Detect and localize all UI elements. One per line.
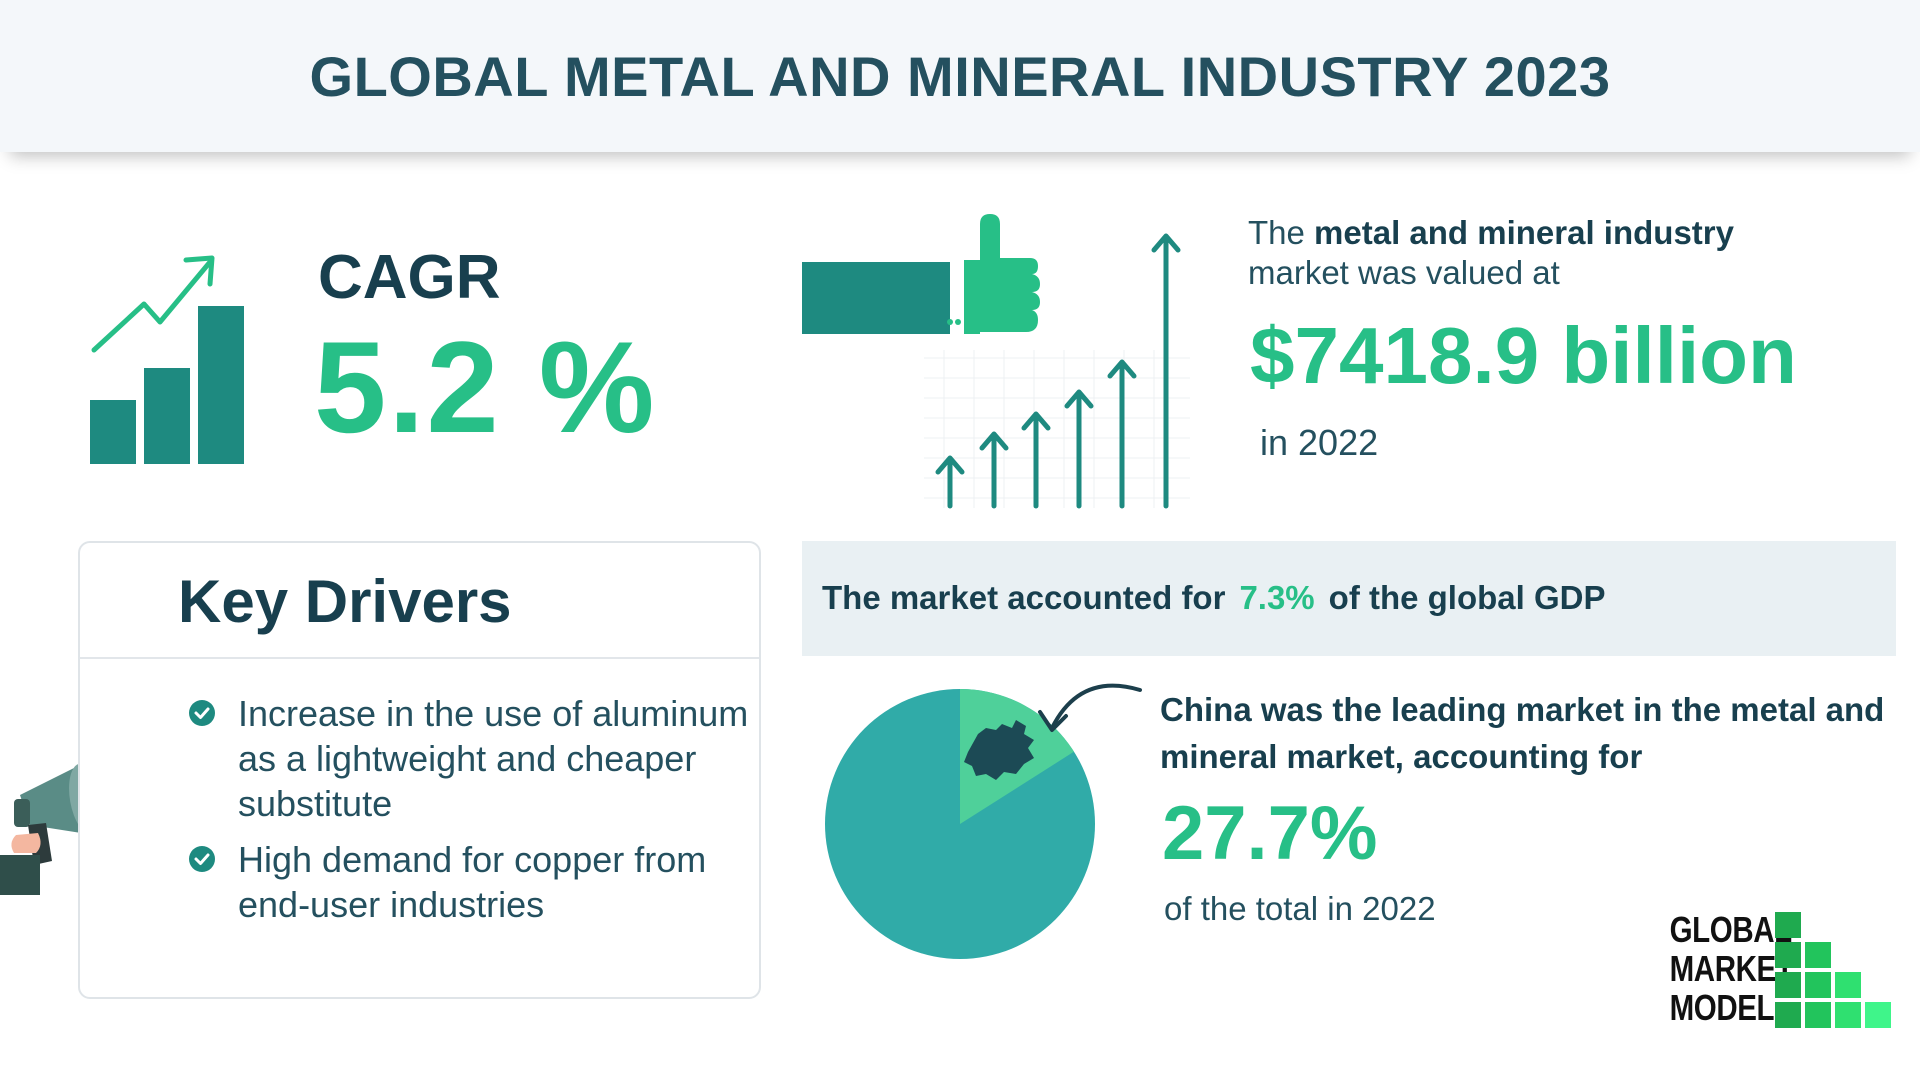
market-value-intro-bold: metal and mineral industry (1314, 214, 1734, 251)
logo-line: MARKET (1669, 948, 1794, 989)
china-share-value: 27.7% (1162, 791, 1378, 876)
pointer-arrow-icon (1050, 683, 1142, 730)
market-value: $7418.9 billion (1250, 311, 1797, 400)
key-drivers-title: Key Drivers (178, 568, 512, 635)
logo-blocks-icon (1775, 912, 1891, 1028)
market-value-intro: The metal and mineral industry (1248, 214, 1734, 252)
logo-line: GLOBAL (1669, 909, 1793, 950)
logo-line: MODEL (1669, 987, 1775, 1028)
growth-chart-icon (90, 255, 244, 464)
gdp-share-prefix: The market accounted for (822, 579, 1226, 616)
china-map-icon (964, 720, 1034, 780)
page-title: GLOBAL METAL AND MINERAL INDUSTRY 2023 (309, 44, 1611, 108)
key-drivers-header: Key Drivers (80, 543, 759, 659)
key-drivers-card: Key Drivers Increase in the use of alumi… (78, 541, 761, 999)
cagr-value: 5.2 % (314, 314, 657, 460)
gdp-share-banner: The market accounted for 7.3% of the globa… (802, 541, 1896, 656)
key-driver-item-2: High demand for copper from end-user ind… (238, 839, 707, 925)
key-driver-item-1: Increase in the use of aluminum as a lig… (238, 693, 749, 824)
check-circle-icon (189, 700, 215, 726)
market-value-intro-prefix: The (1248, 214, 1315, 251)
gdp-share-text: The market accounted for 7.3% of the globa… (822, 579, 1605, 617)
market-value-intro-line2: market was valued at (1248, 254, 1560, 291)
china-share-subtext: of the total in 2022 (1164, 890, 1436, 927)
check-circle-icon (189, 846, 215, 872)
cagr-label: CAGR (318, 243, 501, 312)
gdp-share-suffix: of the global GDP (1328, 579, 1606, 616)
header-banner: GLOBAL METAL AND MINERAL INDUSTRY 2023 (0, 0, 1920, 152)
china-leading-text: China was the leading market in the meta… (1160, 691, 1885, 775)
market-value-year: in 2022 (1260, 422, 1379, 463)
thumbs-up-growth-icon (802, 214, 1190, 509)
logo-text: GLOBAL MARKET MODEL (1669, 909, 1794, 1029)
gdp-share-value: 7.3% (1239, 579, 1315, 616)
china-share-pie-chart (825, 683, 1142, 959)
